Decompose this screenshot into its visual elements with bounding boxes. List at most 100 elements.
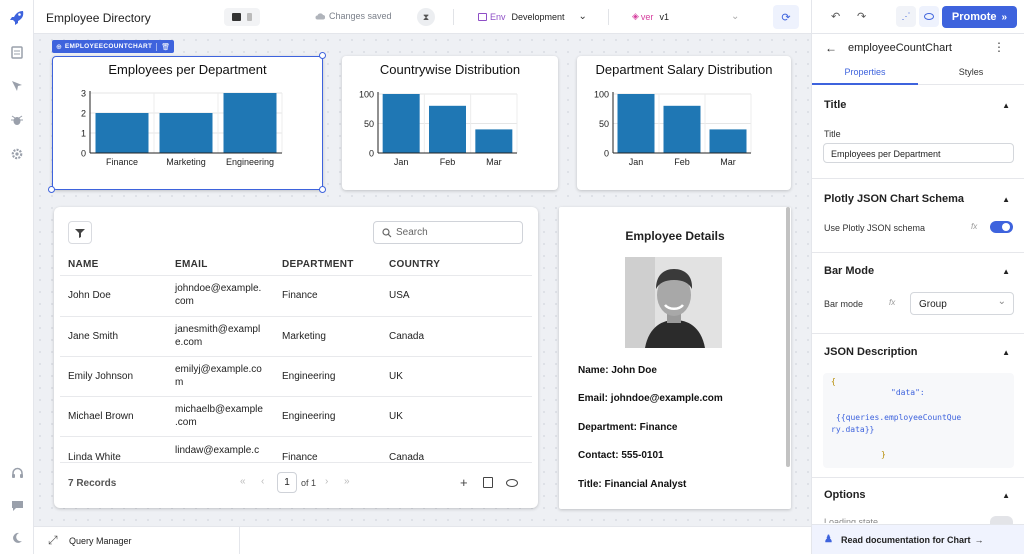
refresh-button[interactable]: ⟳ (773, 5, 799, 29)
search-input[interactable]: Search (373, 221, 523, 244)
column-header-department[interactable]: DEPARTMENT (282, 259, 354, 270)
title-label: Title (824, 129, 841, 139)
plotly-toggle-switch[interactable] (990, 221, 1013, 233)
expand-icon[interactable]: ⤢ (48, 533, 58, 547)
page-input[interactable]: 1 (277, 472, 297, 493)
delete-trash-icon[interactable]: 🗑 (161, 43, 171, 51)
support-headset-icon[interactable] (9, 465, 25, 481)
version-select[interactable]: ◈ ver v1 ⌄ (632, 11, 739, 22)
debugger-bug-icon[interactable] (9, 112, 25, 128)
tab-properties[interactable]: Properties (844, 67, 886, 77)
column-visibility-eye-icon[interactable] (506, 479, 518, 487)
y-tick-label: 50 (599, 119, 609, 129)
badge-label: EMPLOYEECOUNTCHART (64, 43, 153, 50)
layers-icon: ◈ (632, 11, 639, 21)
scrollbar[interactable] (786, 207, 790, 467)
cell-email: lindaw@example.c (175, 445, 260, 456)
bar-mode-select[interactable]: Group ⌄ (910, 292, 1014, 315)
collapse-caret-icon[interactable]: ▲ (1002, 101, 1010, 110)
collapse-caret-icon[interactable]: ▲ (1002, 195, 1010, 204)
table-clip (60, 462, 532, 470)
resize-handle[interactable] (319, 186, 326, 193)
section-title-plotly[interactable]: Plotly JSON Chart Schema (824, 193, 964, 205)
bar-marketing (159, 113, 213, 153)
chat-icon[interactable] (9, 497, 25, 513)
component-name[interactable]: employeeCountChart (848, 42, 952, 54)
column-header-name[interactable]: NAME (68, 259, 99, 270)
detail-email: Email: johndoe@example.com (578, 393, 723, 404)
selected-component-badge[interactable]: ⊕ EMPLOYEECOUNTCHART 🗑 (52, 40, 175, 53)
collapse-caret-icon[interactable]: ▲ (1002, 267, 1010, 276)
more-options-icon[interactable]: ⋮ (993, 40, 1005, 54)
read-documentation-link[interactable]: ♟ Read documentation for Chart → (812, 524, 1024, 554)
resize-handle[interactable] (48, 186, 55, 193)
last-page-icon[interactable]: » (344, 476, 350, 487)
cell-email-line1: michaelb@example (175, 404, 263, 415)
fx-icon[interactable]: fx (889, 298, 896, 307)
top-bar: Employee Directory Changes saved ⧗ Env D… (34, 0, 811, 34)
column-header-email[interactable]: EMAIL (175, 259, 208, 270)
section-title-json-description[interactable]: JSON Description (824, 346, 918, 358)
x-tick-label: Feb (440, 157, 456, 167)
download-icon[interactable] (483, 477, 493, 488)
inspector-icon[interactable] (9, 78, 25, 94)
mobile-icon[interactable] (247, 13, 252, 21)
add-row-plus-icon[interactable]: + (460, 475, 468, 490)
app-title[interactable]: Employee Directory (46, 11, 151, 25)
promote-label: Promote (951, 11, 997, 23)
collapse-caret-icon[interactable]: ▲ (1002, 491, 1010, 500)
x-tick-label: Engineering (226, 157, 274, 167)
rocket-logo-icon[interactable] (9, 9, 25, 25)
preview-button[interactable] (919, 6, 939, 27)
tab-styles[interactable]: Styles (958, 67, 984, 77)
bar-engineering (223, 93, 277, 153)
y-tick-label: 0 (81, 149, 86, 159)
cell-country: Canada (389, 331, 425, 342)
title-input[interactable]: Employees per Department (823, 143, 1014, 163)
plotly-toggle-label: Use Plotly JSON schema (824, 223, 926, 233)
chart-card-employees-per-department[interactable]: Employees per Department 0 1 2 3 Finance Mark… (52, 56, 323, 190)
query-manager-toggle[interactable]: Query Manager (69, 536, 132, 546)
chart-card-department-salary-distribution[interactable]: Department Salary Distribution 0 50 100 Jan… (577, 56, 791, 190)
bar-finance (95, 113, 149, 153)
history-button[interactable]: ⧗ (417, 8, 435, 26)
column-header-country[interactable]: COUNTRY (389, 259, 441, 270)
section-title-options[interactable]: Options (824, 489, 866, 501)
chart-card-countrywise-distribution[interactable]: Countrywise Distribution 0 50 100 Jan Feb Mar (342, 56, 558, 190)
toggle-knob (1002, 223, 1010, 231)
prev-page-icon[interactable]: ‹ (261, 476, 265, 487)
next-page-icon[interactable]: › (325, 476, 329, 487)
filter-button[interactable] (68, 221, 92, 244)
desktop-icon[interactable] (232, 13, 241, 21)
share-button[interactable]: ⋰ (896, 6, 916, 27)
environment-select[interactable]: Env Development ⌄ (478, 11, 587, 22)
tab-divider (812, 84, 1024, 85)
inspector-panel: ↶ ↷ ⋰ Promote » ← employeeCountChart ⋮ Pr… (811, 0, 1024, 554)
eye-icon (924, 13, 934, 20)
bottom-bar: ⤢ Query Manager (34, 526, 811, 554)
cell-department: Engineering (282, 371, 336, 382)
json-editor[interactable]: { "data": {{queries.employeeCountQue ry.… (823, 373, 1014, 468)
first-page-icon[interactable]: « (240, 476, 246, 487)
settings-gear-icon[interactable] (9, 146, 25, 162)
promote-button[interactable]: Promote » (942, 6, 1017, 28)
redo-icon[interactable]: ↷ (857, 11, 867, 23)
loading-state-toggle[interactable] (990, 516, 1013, 524)
cell-department: Finance (282, 452, 318, 463)
x-tick-label: Finance (106, 157, 138, 167)
collapse-caret-icon[interactable]: ▲ (1002, 348, 1010, 357)
resize-handle[interactable] (319, 52, 326, 59)
back-arrow-icon[interactable]: ← (825, 41, 837, 55)
y-tick-label: 0 (604, 149, 609, 159)
undo-icon[interactable]: ↶ (831, 11, 841, 23)
chevron-down-icon: ⌄ (730, 11, 740, 22)
json-line: {{queries.employeeCountQue (836, 413, 962, 422)
section-title-title[interactable]: Title (824, 99, 847, 111)
pages-icon[interactable] (9, 44, 25, 60)
section-title-bar-mode[interactable]: Bar Mode (824, 265, 875, 277)
cell-country: Canada (389, 452, 425, 463)
fx-icon[interactable]: fx (971, 222, 978, 231)
filter-icon (75, 228, 85, 238)
dark-mode-moon-icon[interactable] (9, 530, 25, 546)
cell-department: Finance (282, 290, 318, 301)
